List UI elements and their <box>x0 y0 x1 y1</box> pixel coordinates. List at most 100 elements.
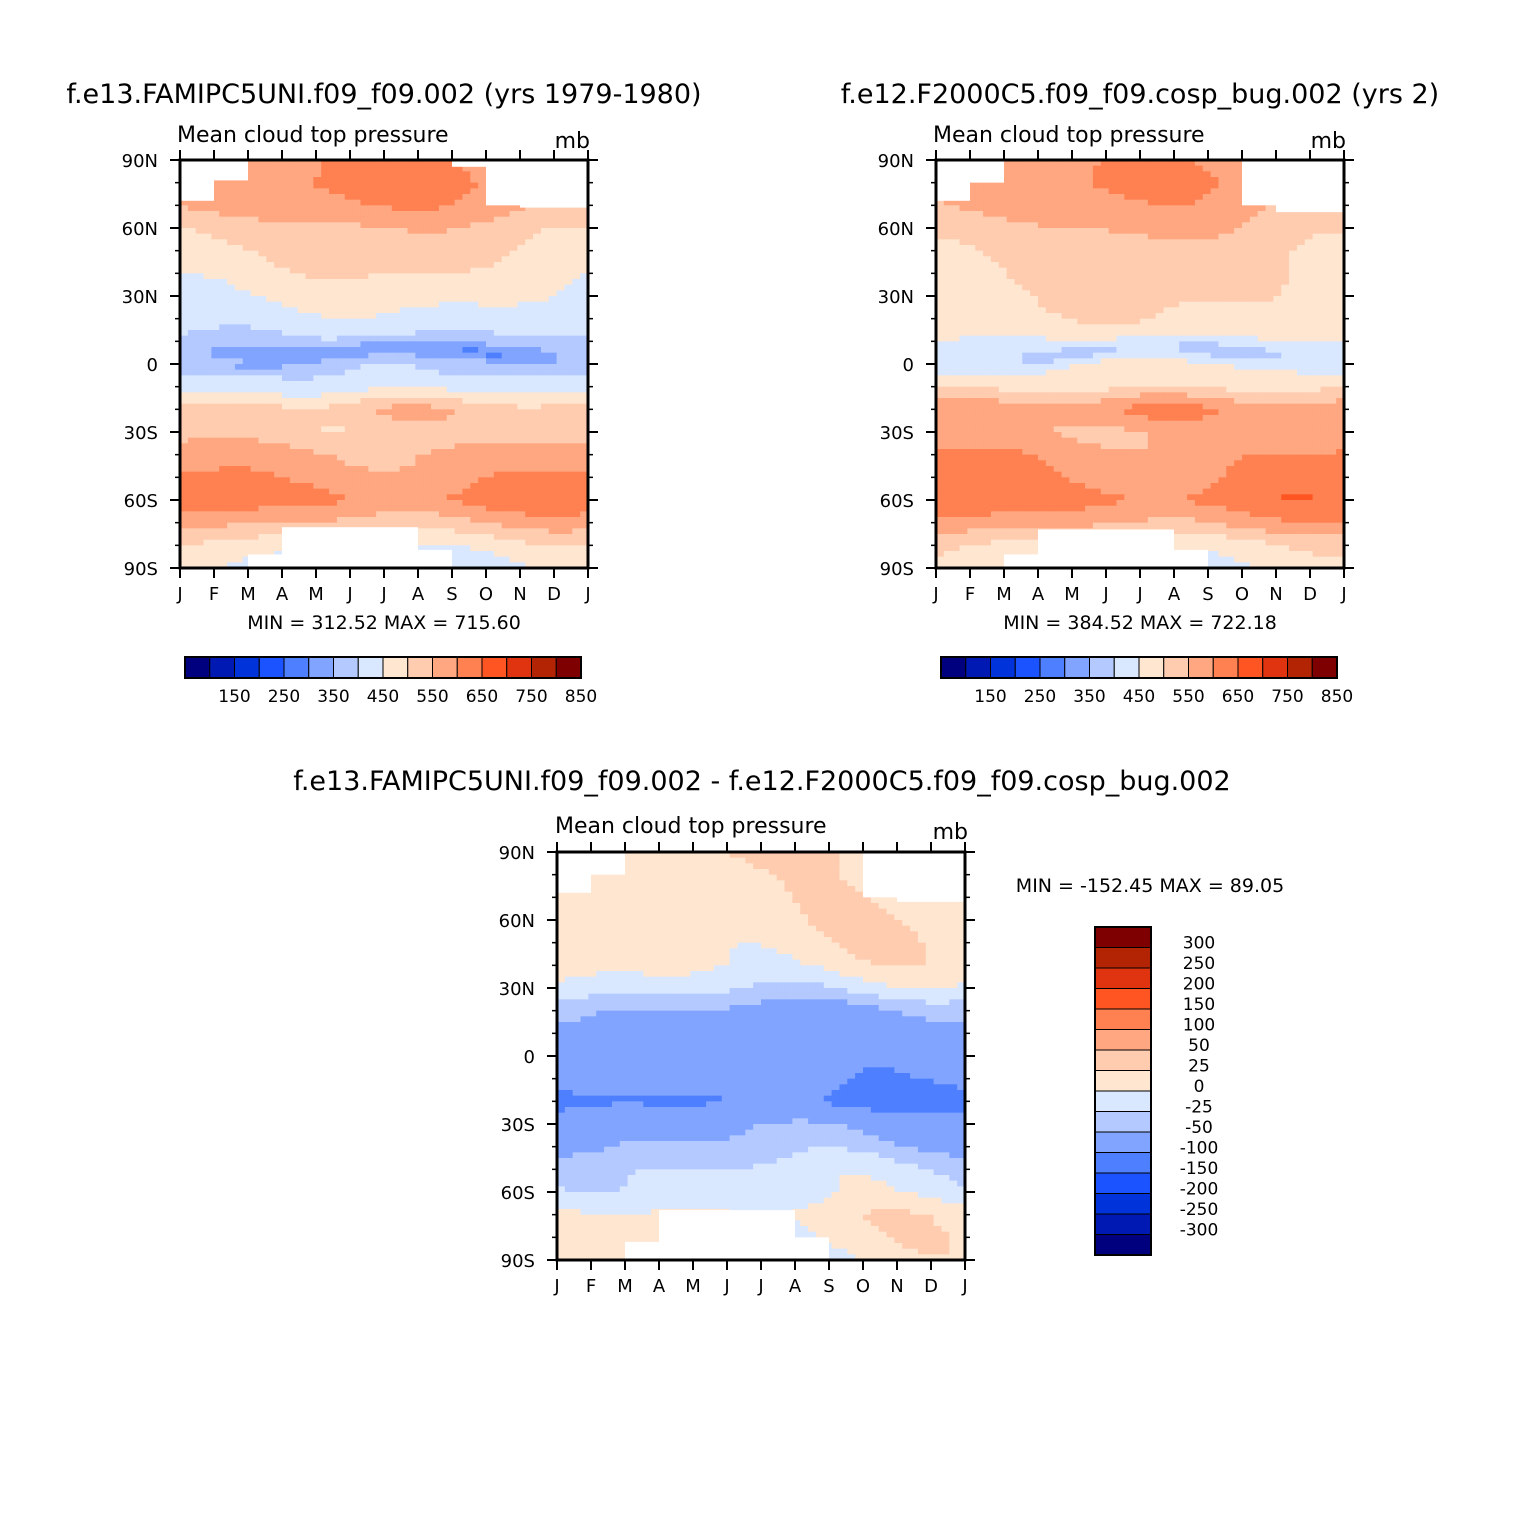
field-cell <box>462 409 471 416</box>
field-cell <box>344 222 354 229</box>
field-cell <box>344 437 354 444</box>
field-cell <box>1132 250 1141 257</box>
field-cell <box>376 318 385 325</box>
field-cell <box>336 454 346 461</box>
field-cell <box>376 364 385 371</box>
field-cell <box>454 313 464 320</box>
field-cell <box>336 409 346 416</box>
field-cell <box>336 386 346 393</box>
field-cell <box>540 539 550 546</box>
field-cell <box>509 398 518 405</box>
field-cell <box>384 245 393 252</box>
field-cell <box>446 454 456 461</box>
field-cell <box>399 341 409 348</box>
field-cell <box>195 454 205 461</box>
field-cell <box>556 262 566 269</box>
field-cell <box>1053 177 1063 184</box>
field-cell <box>951 205 961 212</box>
field-cell <box>234 296 244 303</box>
field-cell <box>227 290 236 297</box>
field-cell <box>266 267 275 274</box>
field-cell <box>227 364 236 371</box>
field-cell <box>282 273 291 280</box>
field-cell <box>446 545 456 552</box>
field-cell <box>321 500 330 507</box>
field-cell <box>305 262 314 269</box>
field-cell <box>242 199 252 206</box>
field-cell <box>572 403 581 410</box>
missing-data-region <box>418 549 452 568</box>
field-cell <box>344 307 354 314</box>
field-cell <box>297 233 307 240</box>
field-cell <box>509 222 518 229</box>
field-cell <box>180 534 189 541</box>
field-cell <box>462 483 471 490</box>
field-cell <box>219 233 228 240</box>
field-cell <box>509 392 518 399</box>
field-cell <box>509 403 518 410</box>
field-cell <box>352 454 362 461</box>
field-cell <box>258 222 267 229</box>
field-cell <box>352 233 362 240</box>
field-cell <box>572 517 581 524</box>
field-cell <box>493 534 503 541</box>
field-cell <box>234 471 244 478</box>
field-cell <box>1226 245 1235 252</box>
field-cell <box>1140 182 1149 189</box>
field-cell <box>556 511 566 518</box>
field-cell <box>360 500 369 507</box>
field-cell <box>227 483 236 490</box>
field-cell <box>431 290 440 297</box>
field-cell <box>305 454 314 461</box>
field-cell <box>297 239 307 246</box>
field-cell <box>368 211 377 218</box>
field-cell <box>478 437 487 444</box>
field-cell <box>407 279 416 286</box>
field-cell <box>203 426 212 433</box>
field-cell <box>446 471 456 478</box>
field-cell <box>548 330 558 337</box>
field-cell <box>258 284 267 291</box>
field-cell <box>344 211 354 218</box>
field-cell <box>336 494 346 501</box>
field-cell <box>572 511 581 518</box>
field-cell <box>533 562 542 568</box>
field-cell <box>234 443 244 450</box>
field-cell <box>1218 256 1227 263</box>
field-cell <box>1226 267 1235 274</box>
field-cell <box>462 364 471 371</box>
field-cell <box>509 517 518 524</box>
field-cell <box>234 324 244 331</box>
field-cell <box>438 313 448 320</box>
field-cell <box>297 177 307 184</box>
field-cell <box>313 267 322 274</box>
field-cell <box>454 511 464 518</box>
field-cell <box>1312 211 1322 218</box>
field-cell <box>486 551 495 558</box>
field-cell <box>187 466 197 473</box>
field-cell <box>1320 233 1329 240</box>
field-cell <box>423 420 432 427</box>
field-cell <box>1234 194 1243 201</box>
field-cell <box>564 369 573 376</box>
field-cell <box>1210 182 1220 189</box>
field-cell <box>344 522 354 529</box>
field-cell <box>540 313 550 320</box>
field-cell <box>211 517 220 524</box>
field-cell <box>195 284 205 291</box>
field-cell <box>1100 256 1110 263</box>
field-cell <box>540 511 550 518</box>
field-cell <box>368 250 377 257</box>
field-cell <box>517 409 526 416</box>
field-cell <box>533 466 542 473</box>
field-cell <box>493 403 503 410</box>
field-cell <box>195 437 205 444</box>
field-cell <box>415 545 424 552</box>
field-cell <box>313 494 322 501</box>
field-cell <box>329 273 338 280</box>
field-cell <box>951 199 961 206</box>
field-cell <box>321 483 330 490</box>
field-cell <box>313 437 322 444</box>
field-cell <box>352 437 362 444</box>
field-cell <box>195 466 205 473</box>
